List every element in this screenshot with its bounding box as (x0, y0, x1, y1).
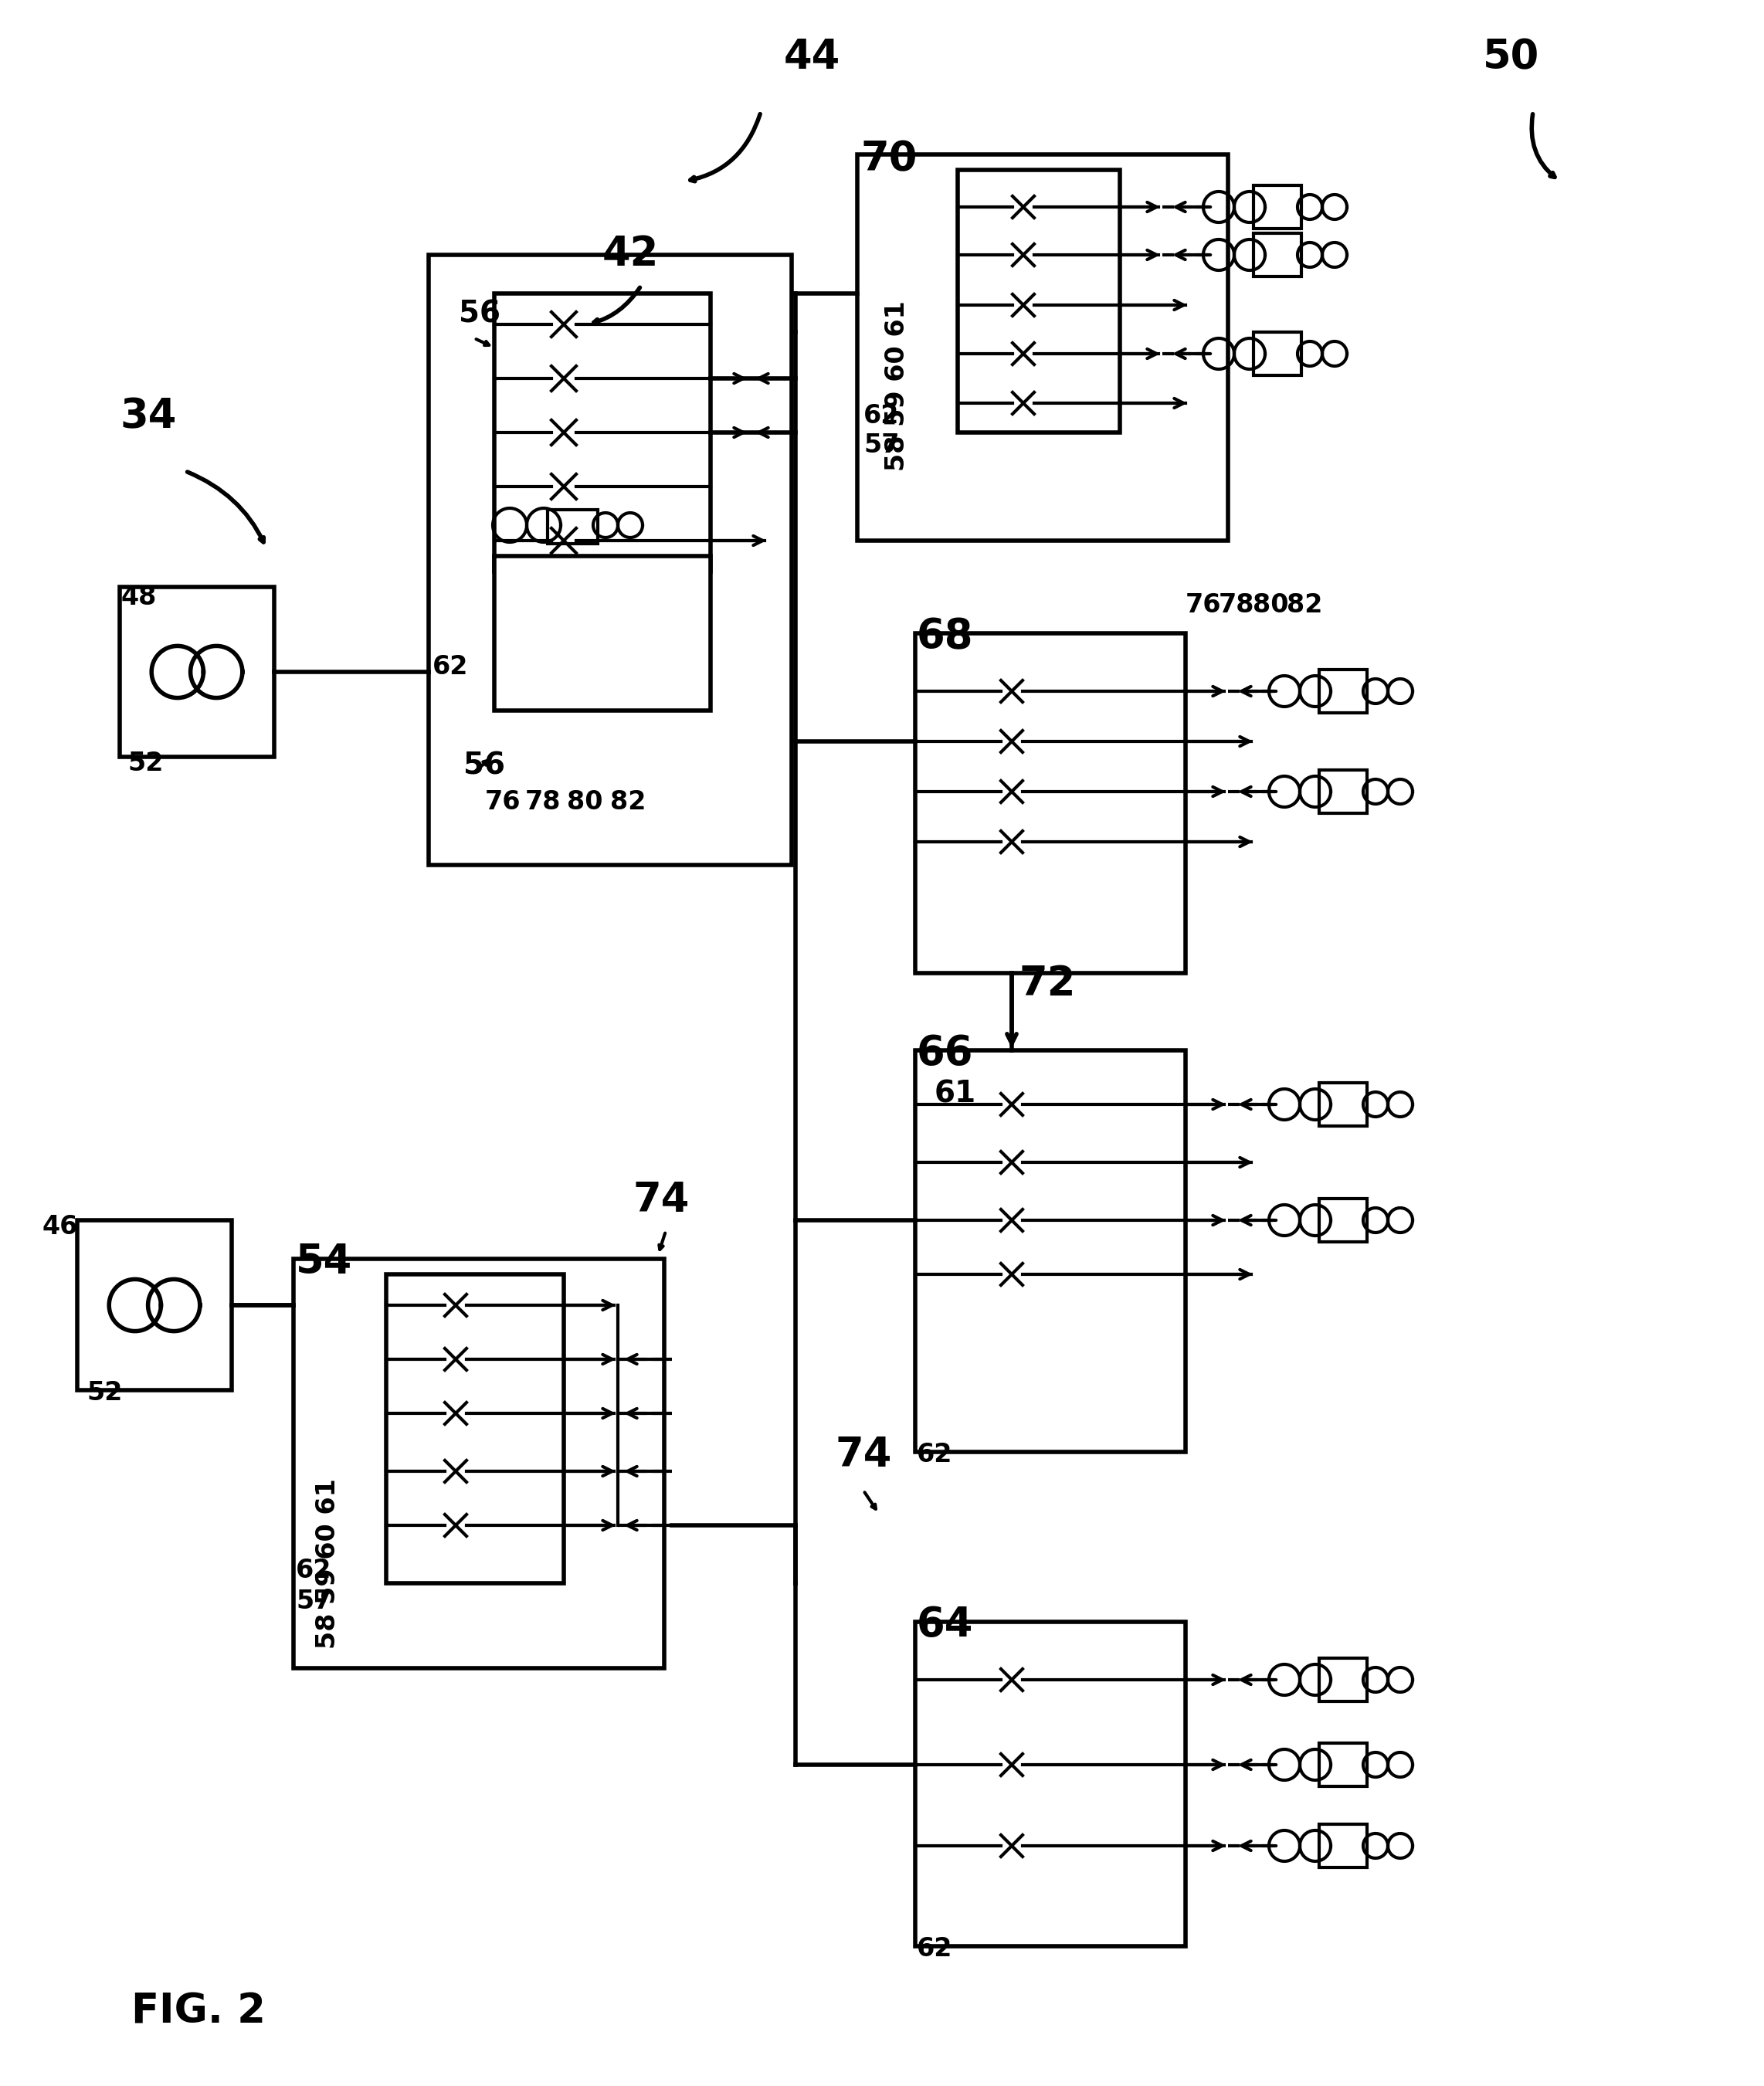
Text: 61: 61 (935, 1078, 975, 1108)
Bar (78, 1220, 231, 1389)
Text: 57: 57 (296, 1590, 332, 1615)
Text: 54: 54 (296, 1241, 353, 1283)
Bar (120, 586, 273, 757)
Text: 74: 74 (633, 1181, 690, 1220)
Bar (1254, 234, 1302, 277)
Text: 62: 62 (917, 1936, 953, 1961)
Text: 52: 52 (86, 1381, 122, 1406)
Text: 80: 80 (1252, 592, 1289, 617)
Text: 78: 78 (1219, 592, 1254, 617)
Text: 74: 74 (836, 1435, 893, 1475)
Text: 62: 62 (432, 655, 467, 680)
Bar (857, 154, 1228, 540)
Bar (293, 1258, 665, 1669)
Bar (1319, 770, 1367, 814)
Text: 56: 56 (459, 298, 501, 328)
Text: 48: 48 (122, 584, 157, 609)
Text: 68: 68 (917, 615, 974, 657)
Text: 42: 42 (603, 234, 660, 273)
Text: 66: 66 (917, 1033, 974, 1074)
Text: 50: 50 (1484, 38, 1540, 77)
Text: 80: 80 (566, 789, 603, 816)
Text: 70: 70 (861, 140, 917, 179)
Bar (1319, 1199, 1367, 1241)
Bar (1254, 332, 1302, 375)
Bar (429, 254, 792, 866)
Bar (916, 634, 1185, 972)
Text: 44: 44 (783, 38, 840, 77)
Bar (1319, 1658, 1367, 1702)
Bar (916, 1621, 1185, 1946)
Text: 78: 78 (526, 789, 561, 816)
Bar (1319, 670, 1367, 713)
Text: 76: 76 (485, 789, 520, 816)
Text: 72: 72 (1020, 964, 1076, 1003)
Bar (916, 1051, 1185, 1452)
Bar (1319, 1823, 1367, 1867)
Text: 58 59 60 61: 58 59 60 61 (884, 300, 910, 471)
Text: 57: 57 (863, 432, 900, 459)
Text: FIG. 2: FIG. 2 (131, 1990, 266, 2032)
Text: 34: 34 (120, 396, 176, 436)
Text: 64: 64 (917, 1604, 974, 1646)
Text: 52: 52 (127, 751, 164, 776)
Text: 62: 62 (863, 403, 900, 428)
Text: 82: 82 (610, 789, 646, 816)
Text: 82: 82 (1286, 592, 1323, 617)
Text: 62: 62 (917, 1441, 953, 1466)
Text: 76: 76 (1185, 592, 1221, 617)
Bar (1319, 1744, 1367, 1786)
Bar (494, 294, 711, 572)
Bar (1254, 186, 1302, 229)
Text: 46: 46 (42, 1214, 78, 1239)
Text: 62: 62 (296, 1558, 332, 1583)
Text: 58 59 60 61: 58 59 60 61 (316, 1479, 340, 1650)
Bar (494, 557, 711, 711)
Bar (1319, 1083, 1367, 1126)
Text: 56: 56 (464, 751, 505, 780)
Bar (386, 1275, 564, 1583)
Bar (547, 509, 598, 544)
Bar (958, 169, 1120, 432)
